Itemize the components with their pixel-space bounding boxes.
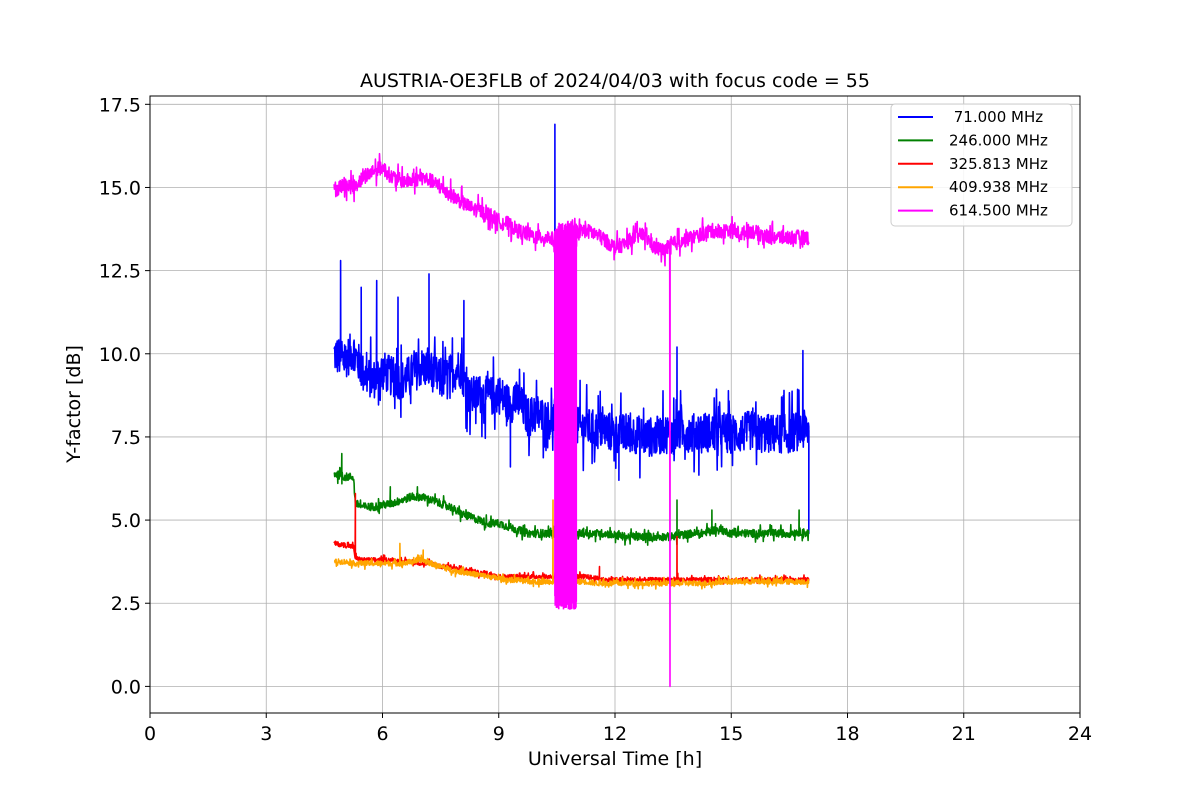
x-tick-label: 15 bbox=[719, 723, 743, 745]
legend-label: 409.938 MHz bbox=[949, 178, 1048, 196]
x-axis-label: Universal Time [h] bbox=[528, 748, 702, 770]
y-tick-label: 0.0 bbox=[111, 676, 141, 698]
x-tick-label: 18 bbox=[835, 723, 859, 745]
ticks: 0 3 6 9 12 15 18 21 24 0.0 2.5 5.0 7.5 10.0 12.5 15.0 17… bbox=[99, 94, 1092, 745]
x-tick-label: 24 bbox=[1068, 723, 1092, 745]
x-tick-label: 3 bbox=[260, 723, 272, 745]
x-tick-label: 6 bbox=[376, 723, 388, 745]
legend-label: 246.000 MHz bbox=[949, 131, 1048, 149]
y-tick-label: 7.5 bbox=[111, 427, 141, 449]
series-burst-4 bbox=[554, 220, 578, 610]
legend-box bbox=[890, 103, 1073, 227]
y-tick-label: 15.0 bbox=[99, 177, 141, 199]
x-tick-label: 21 bbox=[952, 723, 976, 745]
legend-label: 71.000 MHz bbox=[949, 108, 1043, 126]
series-layer bbox=[333, 123, 810, 688]
legend: 71.000 MHz 246.000 MHz 325.813 MHz 409.938 … bbox=[890, 103, 1073, 227]
x-tick-label: 12 bbox=[603, 723, 627, 745]
y-axis-label: Y-factor [dB] bbox=[63, 345, 85, 464]
chart-title: AUSTRIA-OE3FLB of 2024/04/03 with focus … bbox=[360, 70, 870, 92]
y-tick-label: 12.5 bbox=[99, 261, 141, 283]
y-tick-label: 5.0 bbox=[111, 510, 141, 532]
x-tick-label: 9 bbox=[493, 723, 505, 745]
y-tick-label: 10.0 bbox=[99, 344, 141, 366]
y-tick-label: 17.5 bbox=[99, 94, 141, 116]
legend-label: 325.813 MHz bbox=[949, 155, 1048, 173]
x-tick-label: 0 bbox=[144, 723, 156, 745]
y-tick-label: 2.5 bbox=[111, 593, 141, 615]
legend-label: 614.500 MHz bbox=[949, 202, 1048, 220]
